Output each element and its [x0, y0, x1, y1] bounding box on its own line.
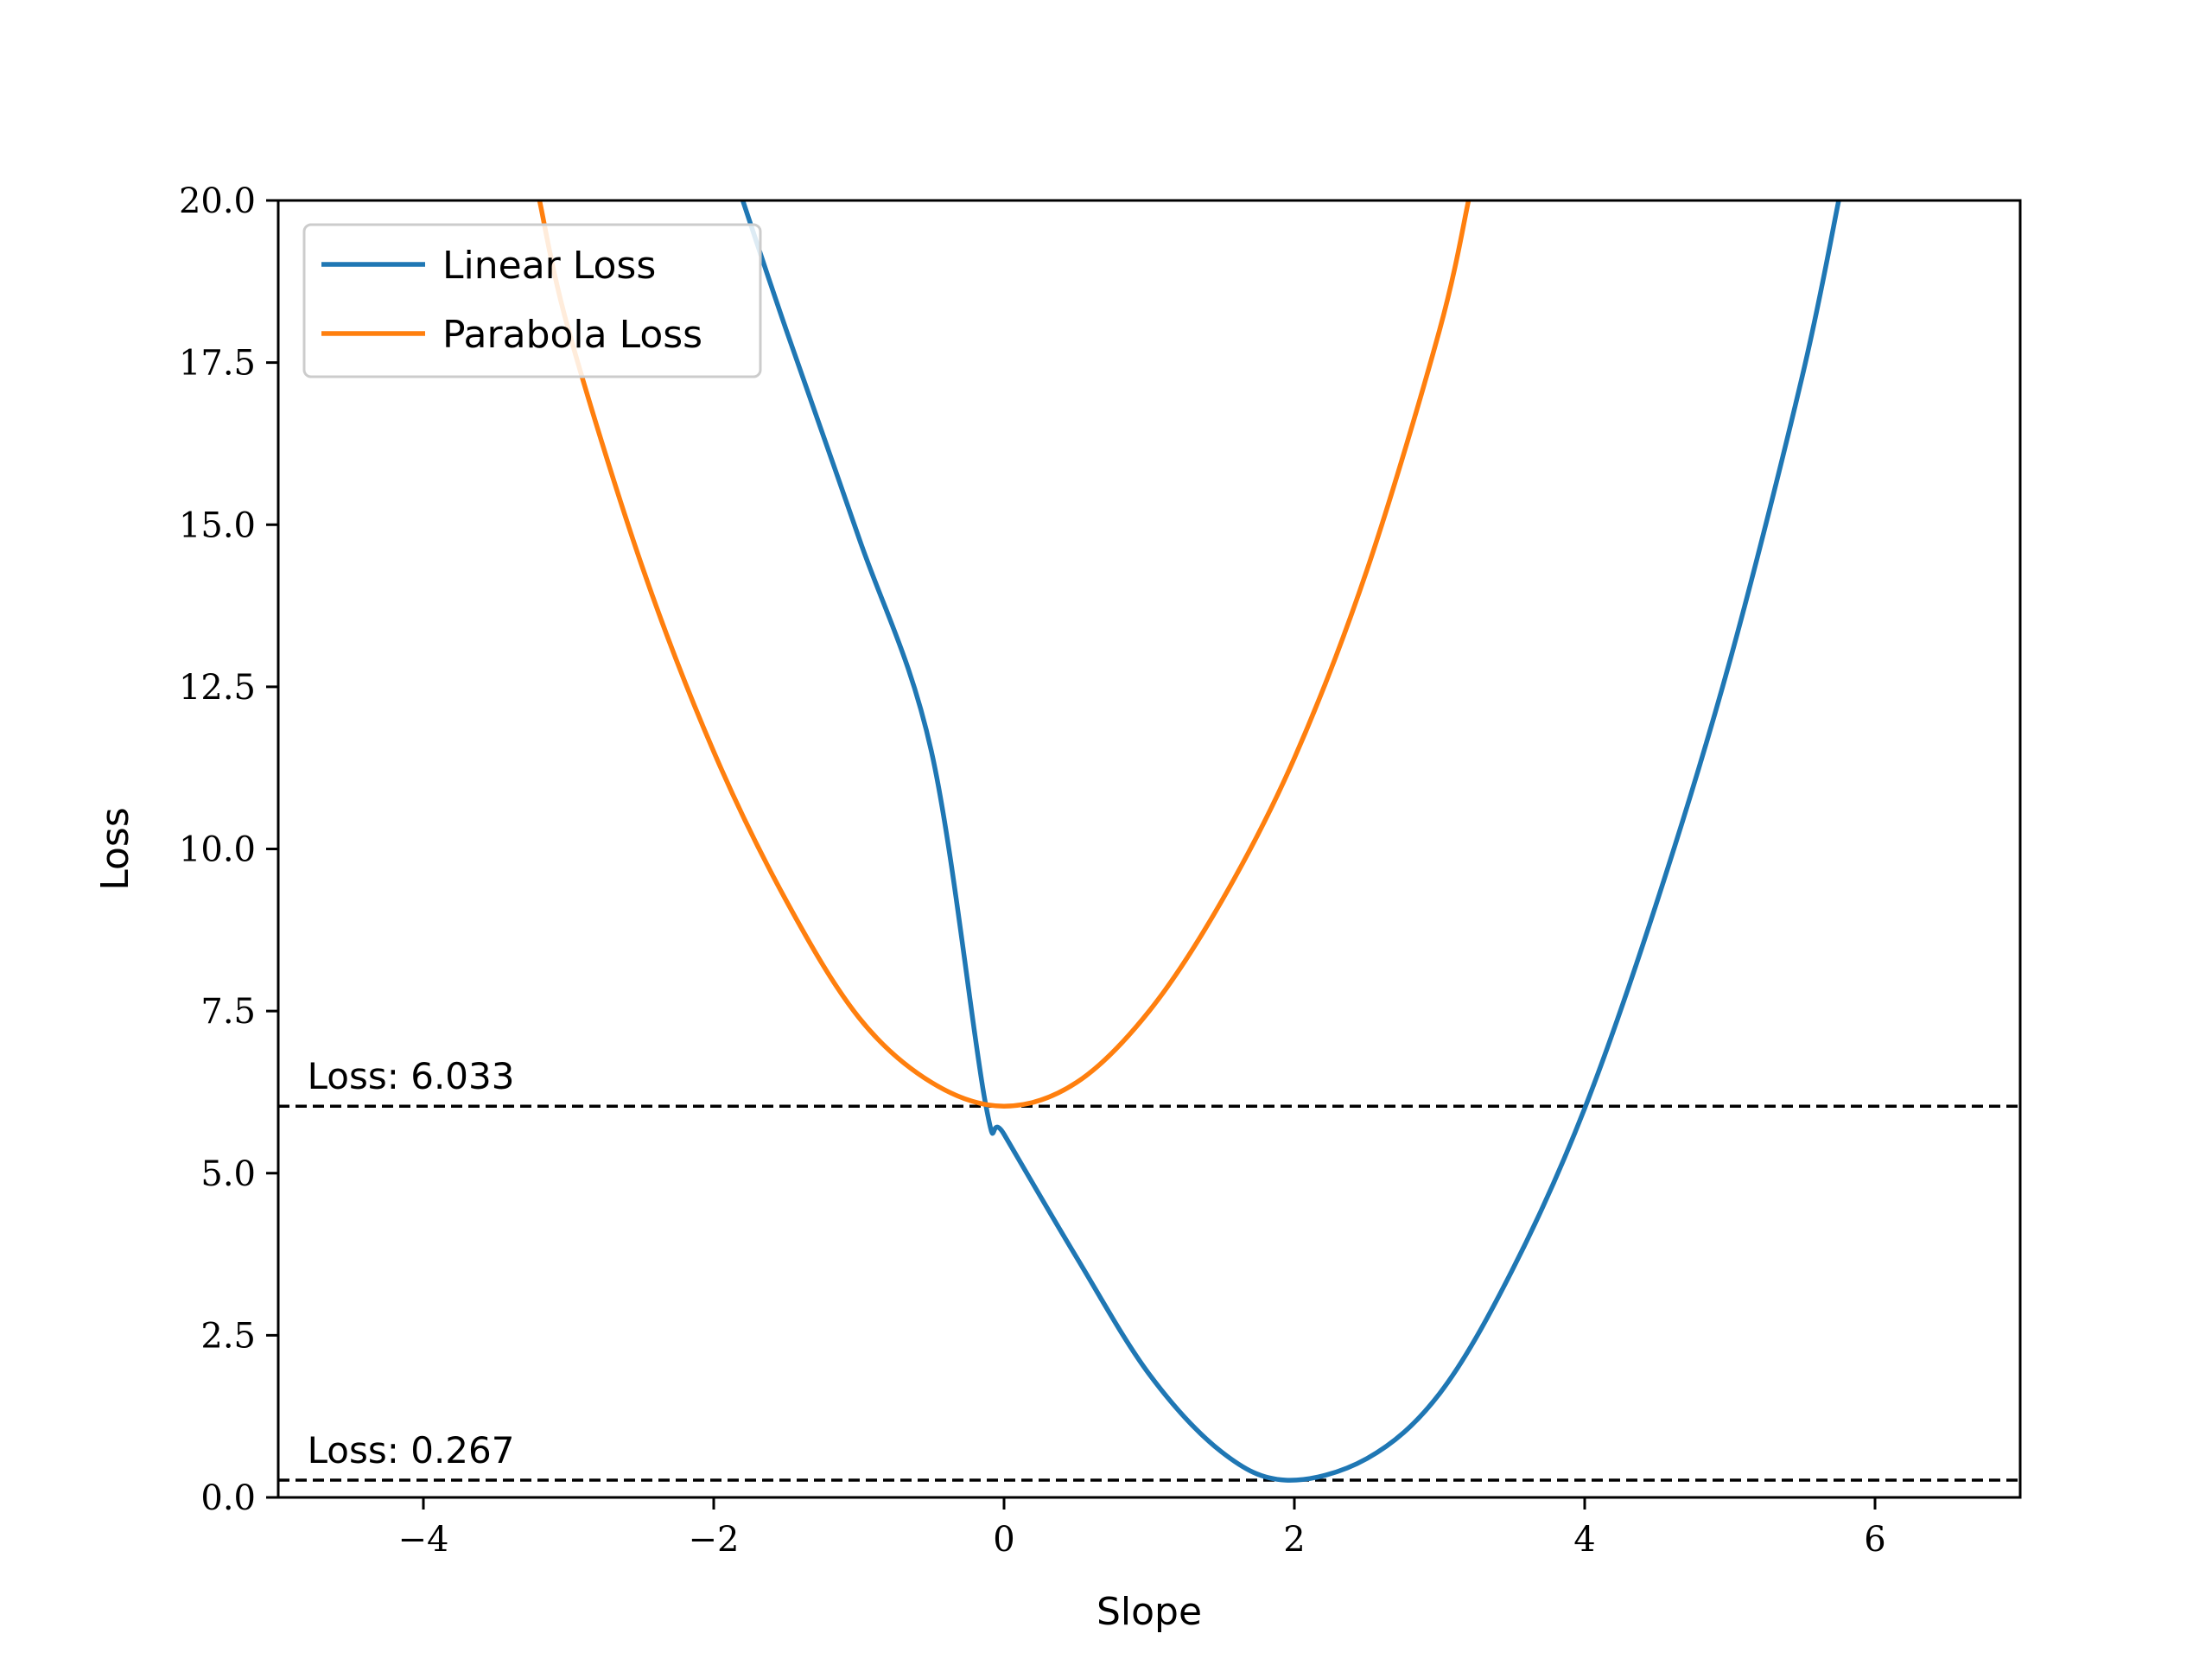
y-tick-label: 7.5: [200, 992, 256, 1032]
parabola-loss-line: [537, 200, 1471, 1109]
reference-lines: Loss: 6.033 Loss: 0.267: [278, 1055, 2020, 1482]
reference-line-label: Loss: 6.033: [308, 1055, 515, 1097]
y-tick-label: 10.0: [179, 830, 256, 870]
series-layer: [537, 200, 1841, 1483]
x-tick-label: 4: [1573, 1520, 1595, 1560]
legend-label-parabola-loss: Parabola Loss: [442, 313, 702, 357]
x-tick-label: 6: [1864, 1520, 1885, 1560]
linear-loss-line: [740, 200, 1841, 1483]
y-tick-label: 5.0: [200, 1154, 256, 1194]
y-axis-ticks: 0.0 2.5 5.0 7.5 10.0 12.5 15.0 17.5 20.0: [179, 181, 278, 1518]
x-tick-label: 0: [993, 1520, 1014, 1560]
y-tick-label: 0.0: [200, 1478, 256, 1518]
x-tick-label: −4: [398, 1520, 449, 1560]
x-axis-ticks: −4 −2 0 2 4 6: [398, 1497, 1886, 1560]
x-tick-label: −2: [689, 1520, 740, 1560]
legend-label-linear-loss: Linear Loss: [442, 244, 656, 288]
y-tick-label: 12.5: [179, 668, 256, 708]
legend: Linear Loss Parabola Loss: [302, 223, 762, 378]
y-axis-label: Loss: [93, 807, 137, 891]
y-tick-label: 15.0: [179, 505, 256, 545]
y-tick-label: 17.5: [179, 344, 256, 384]
x-axis-label: Slope: [1096, 1590, 1202, 1634]
x-tick-label: 2: [1283, 1520, 1305, 1560]
y-tick-label: 2.5: [200, 1316, 256, 1356]
reference-line-label: Loss: 0.267: [308, 1429, 515, 1471]
y-tick-label: 20.0: [179, 181, 256, 221]
